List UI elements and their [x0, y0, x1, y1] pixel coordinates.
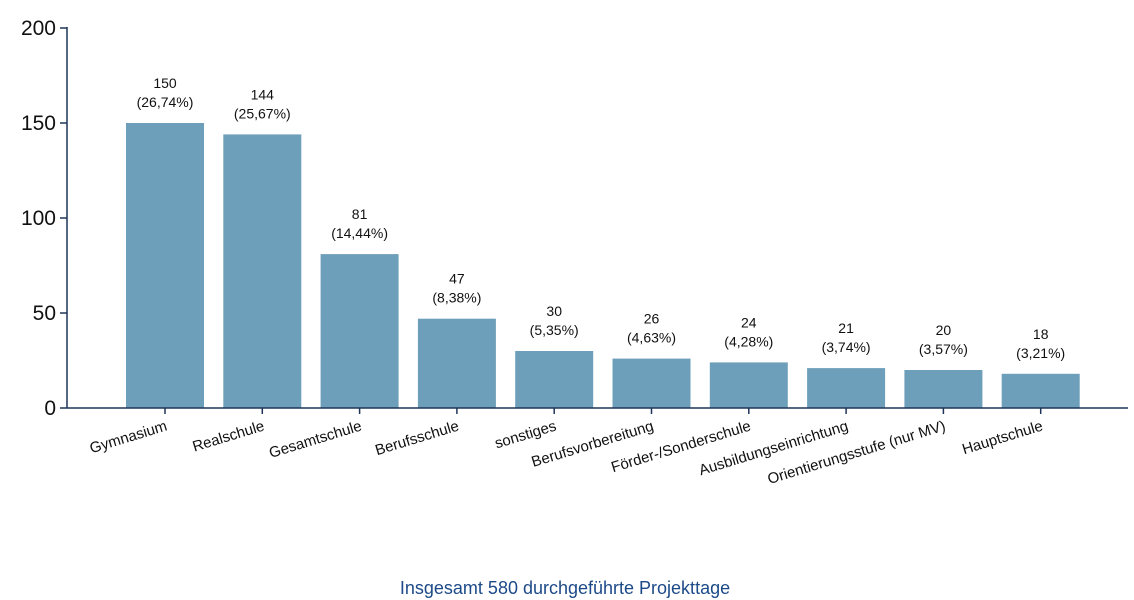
- x-category-label: Realschule: [191, 418, 267, 456]
- y-tick-label: 100: [21, 207, 56, 230]
- chart-caption: Insgesamt 580 durchgeführte Projekttage: [400, 578, 730, 598]
- bar-value-label: 26: [644, 311, 660, 327]
- bar-value-label: 81: [352, 206, 368, 222]
- x-category-label: sonstiges: [493, 418, 559, 453]
- bar-value-label: 30: [546, 303, 562, 319]
- y-tick-label: 50: [33, 302, 56, 325]
- category-labels-layer: Gymnasium Realschule Gesamtschule Berufssch…: [88, 418, 1045, 488]
- x-category-label: Orientierungsstufe (nur MV): [766, 418, 948, 488]
- y-tick-label: 0: [44, 397, 56, 420]
- bar-6: [612, 358, 691, 408]
- x-category-label: Gesamtschule: [267, 418, 364, 462]
- bar-value-label: 18: [1033, 326, 1049, 342]
- axis-layer: 0 50 100 150 200: [21, 17, 1128, 420]
- bar-percent-label: (4,63%): [627, 330, 676, 346]
- bar-7: [709, 362, 788, 408]
- bar-percent-label: (26,74%): [137, 94, 194, 110]
- bar-9: [904, 370, 983, 408]
- y-tick-label: 200: [21, 17, 56, 40]
- bar-percent-label: (3,57%): [919, 341, 968, 357]
- bar-value-label: 47: [449, 271, 465, 287]
- bar-8: [807, 368, 886, 408]
- bar-percent-label: (3,21%): [1016, 345, 1065, 361]
- bar-3: [320, 254, 399, 408]
- y-tick-label: 150: [21, 112, 56, 135]
- x-category-label: Hauptschule: [960, 418, 1045, 459]
- bar-1: [126, 123, 204, 408]
- bar-value-label: 24: [741, 314, 757, 330]
- bar-value-label: 144: [251, 86, 275, 102]
- bar-10: [1001, 373, 1080, 408]
- bar-5: [515, 351, 594, 408]
- bar-value-label: 20: [936, 322, 952, 338]
- bar-percent-label: (3,74%): [822, 339, 871, 355]
- bar-value-label: 150: [153, 75, 177, 91]
- bar-percent-label: (5,35%): [530, 322, 579, 338]
- bar-percent-label: (8,38%): [432, 290, 481, 306]
- bar-percent-label: (14,44%): [331, 225, 388, 241]
- x-category-label: Gymnasium: [88, 418, 170, 458]
- bar-percent-label: (4,28%): [724, 333, 773, 349]
- bar-percent-label: (25,67%): [234, 105, 291, 121]
- x-category-label: Berufsschule: [373, 418, 461, 460]
- data-labels-layer: 150 (26,74%) 144 (25,67%) 81 (14,44%) 47 (8,38%…: [137, 75, 1066, 361]
- bars-layer: [126, 123, 1080, 408]
- bar-2: [223, 134, 302, 408]
- bar-4: [417, 318, 496, 408]
- bar-value-label: 21: [838, 320, 854, 336]
